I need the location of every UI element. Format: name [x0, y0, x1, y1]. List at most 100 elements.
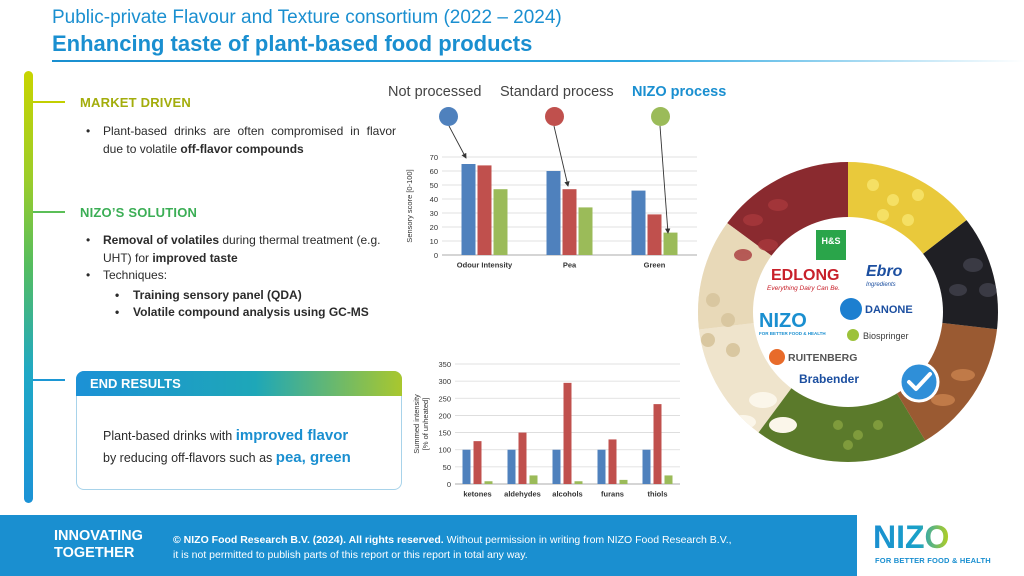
ebro-logo: Ebro [866, 263, 903, 280]
bar-alcohols-1 [563, 382, 572, 484]
solution-b1-bold2: improved taste [152, 250, 238, 265]
bar-thiols-1 [653, 404, 662, 484]
bar-thiols-2 [664, 475, 673, 484]
market-bullet-bold: off-flavor compounds [180, 141, 304, 156]
bar-odour-intensity-1 [477, 165, 492, 255]
checkmark-icon [907, 372, 932, 391]
y-label-line-1: Summed intensity [412, 394, 421, 454]
timeline-bar [24, 71, 33, 503]
solution-bullet-2: Techniques: Training sensory panel (QDA)… [84, 267, 396, 322]
slogan-line-2: TOGETHER [54, 545, 135, 561]
nizo-tagline: FOR BETTER FOOD & HEALTH [875, 556, 991, 565]
results-line1: Plant-based drinks with [103, 429, 236, 443]
bar-furans-2 [619, 479, 628, 484]
timeline-connector-market [33, 101, 65, 103]
solution-bullet-1: Removal of volatiles during thermal trea… [84, 232, 396, 267]
y-tick-label: 350 [438, 360, 451, 369]
y-tick-label: 150 [438, 429, 451, 438]
legend-arrow [448, 125, 467, 159]
bar-aldehydes-2 [529, 475, 538, 484]
ebro-tagline: Ingredients [866, 282, 896, 288]
bar-aldehydes-1 [518, 432, 527, 484]
market-bullets: Plant-based drinks are often compromised… [84, 123, 396, 158]
hs-logo-text: H&S [821, 236, 840, 246]
bar-green-0 [631, 190, 646, 255]
bar-furans-1 [608, 439, 617, 484]
results-line2: by reducing off-flavors such as [103, 451, 276, 465]
copyright-line2: it is not permitted to publish parts of … [173, 549, 528, 561]
y-tick-label: 250 [438, 394, 451, 403]
intensity-chart: 0 50 100 150 200 250 300 350 ketones aldehydes alc… [412, 360, 680, 499]
market-bullet-text: Plant-based drinks are often compromised… [103, 124, 396, 156]
end-results-heading: END RESULTS [76, 371, 402, 396]
legend-standard-process: Standard process [500, 84, 614, 100]
ruitenberg-icon [769, 349, 785, 365]
legend-not-processed: Not processed [388, 84, 482, 100]
results-highlight-1: improved flavor [235, 427, 349, 444]
y-tick-label: 20 [430, 223, 438, 232]
sensory-chart: 0 10 20 30 40 50 60 70 Odour Intensity Pea Green Se… [405, 125, 697, 270]
bar-pea-0 [546, 171, 561, 255]
hs-logo [816, 230, 846, 260]
bar-odour-intensity-2 [493, 189, 508, 255]
bar-odour-intensity-0 [461, 164, 476, 255]
y-tick-label: 70 [430, 153, 438, 162]
market-driven-heading: MARKET DRIVEN [80, 95, 191, 110]
end-results-text: Plant-based drinks with improved flavor … [103, 425, 393, 469]
legend-arrow [659, 125, 671, 234]
bar-aldehydes-0 [507, 449, 516, 484]
copyright-notice: © NIZO Food Research B.V. (2024). All ri… [173, 533, 813, 563]
partner-photo-wheel: H&S EDLONG Everything Dairy Can Be. Ebro… [698, 162, 998, 462]
x-tick-label: ketones [463, 490, 491, 499]
nizo-partner-tagline: FOR BETTER FOOD & HEALTH [759, 331, 826, 336]
y-tick-label: 40 [430, 195, 438, 204]
technique-item: Training sensory panel (QDA) [103, 287, 396, 305]
ruitenberg-logo: RUITENBERG [788, 352, 857, 364]
nizo-logo-text: NIZO [873, 522, 949, 552]
danone-logo: DANONE [865, 304, 913, 316]
technique-item: Volatile compound analysis using GC-MS [103, 304, 396, 322]
bar-thiols-0 [642, 449, 651, 484]
y-tick-label: 50 [443, 463, 451, 472]
y-axis-label: Sensory score [0-100] [405, 169, 414, 242]
y-tick-label: 200 [438, 411, 451, 420]
x-tick-label: alcohols [552, 490, 582, 499]
y-tick-label: 0 [447, 480, 451, 489]
slogan-line-1: INNOVATING [54, 528, 143, 544]
x-tick-label: Odour Intensity [457, 261, 513, 270]
legend-arrow [553, 125, 570, 187]
solution-heading: NIZO’S SOLUTION [80, 205, 198, 220]
bar-ketones-2 [484, 481, 493, 484]
market-bullet: Plant-based drinks are often compromised… [84, 123, 396, 158]
solution-b1-text: during thermal treatment (e.g. UHT) for [103, 233, 381, 265]
legend-dot-blue [439, 107, 458, 126]
biospringer-logo: Biospringer [863, 331, 909, 341]
x-tick-label: furans [601, 490, 624, 499]
title-underline [52, 60, 1024, 62]
footer-logo-area [857, 515, 1024, 576]
y-axis-label: Summed intensity[% of unheated] [412, 394, 430, 454]
copyright-bold: © NIZO Food Research B.V. (2024). All ri… [173, 534, 444, 546]
edlong-logo: EDLONG [771, 267, 839, 284]
y-tick-label: 60 [430, 167, 438, 176]
bar-pea-1 [562, 189, 577, 255]
results-highlight-2: pea, green [275, 449, 351, 466]
solution-b2-text: Techniques: [103, 268, 168, 282]
check-badge [898, 361, 940, 403]
x-tick-label: Green [644, 261, 666, 270]
y-tick-label: 100 [438, 446, 451, 455]
y-tick-label: 10 [430, 237, 438, 246]
page-title: Enhancing taste of plant-based food prod… [52, 31, 533, 56]
danone-icon [840, 298, 862, 320]
x-tick-label: Pea [563, 261, 577, 270]
solution-bullets: Removal of volatiles during thermal trea… [84, 232, 396, 322]
y-tick-label: 30 [430, 209, 438, 218]
copyright-rest: Without permission in writing from NIZO … [443, 534, 732, 546]
legend-dot-red [545, 107, 564, 126]
bar-alcohols-0 [552, 449, 561, 484]
legend-dot-green [651, 107, 670, 126]
x-tick-label: aldehydes [504, 490, 541, 499]
bar-pea-2 [578, 207, 593, 255]
bar-alcohols-2 [574, 481, 583, 484]
legend-nizo-process: NIZO process [632, 84, 727, 100]
